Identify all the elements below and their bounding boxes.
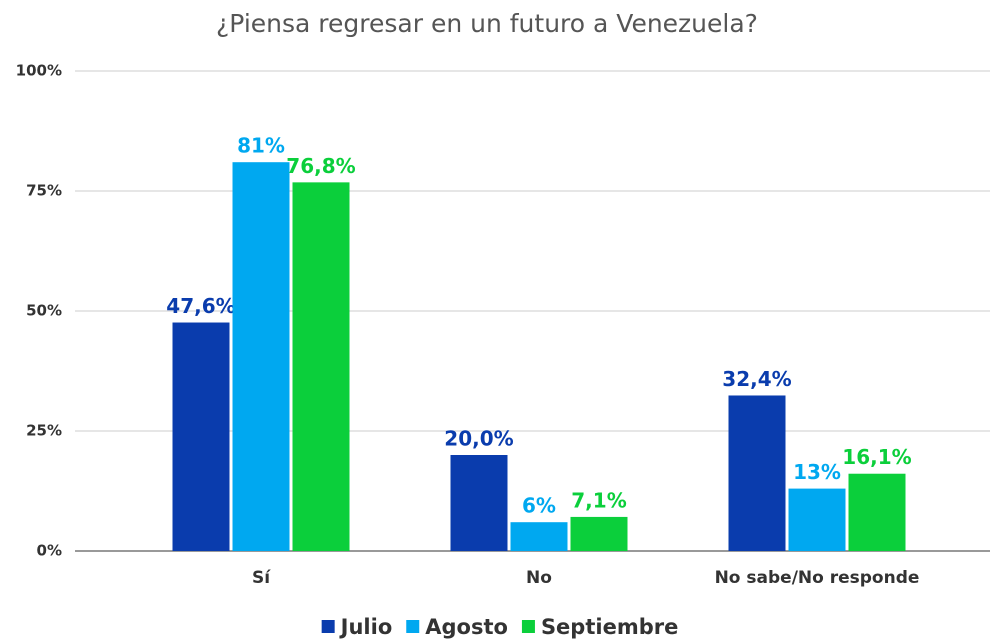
value-label: 32,4% [722,367,791,391]
value-label: 81% [237,134,285,158]
y-tick-label: 25% [26,422,62,440]
value-label: 76,8% [286,154,355,178]
bar [788,488,846,551]
x-tick-label: No [526,568,552,588]
chart-title: ¿Piensa regresar en un futuro a Venezuel… [216,9,758,38]
legend: Julio Agosto Septiembre [321,615,678,639]
bar [570,516,628,551]
bar [292,182,350,552]
y-tick-label: 50% [26,302,62,320]
bar [510,522,568,551]
x-tick-label: No sabe/No responde [715,568,920,588]
value-label: 13% [793,460,841,484]
legend-label: Agosto [425,615,508,639]
bar [848,473,906,551]
legend-label: Julio [339,615,393,639]
y-tick-label: 100% [16,62,62,80]
y-tick-label: 0% [37,542,62,560]
value-label: 16,1% [842,445,911,469]
bar [172,322,230,551]
x-tick-label: Sí [252,568,271,588]
legend-swatch [321,620,335,633]
value-label: 7,1% [571,488,626,512]
legend-swatch [406,620,420,633]
bar [450,455,508,551]
value-label: 20,0% [444,427,513,451]
legend-swatch [521,620,535,633]
value-label: 6% [522,494,556,518]
bar [232,162,290,551]
y-tick-label: 75% [26,182,62,200]
bar [728,395,786,551]
value-label: 47,6% [166,294,235,318]
legend-label: Septiembre [541,615,678,639]
